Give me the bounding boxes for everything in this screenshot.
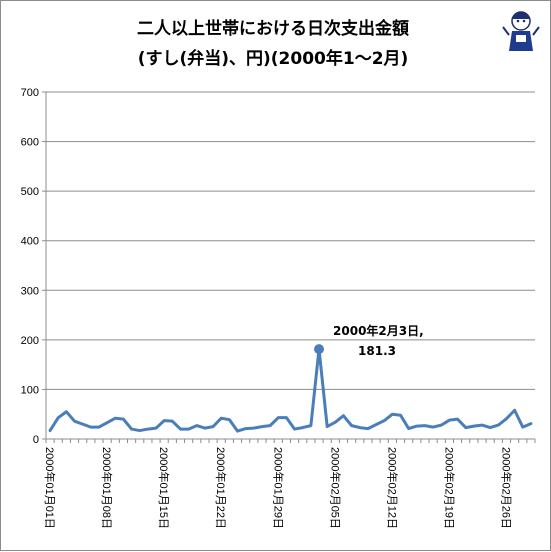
- annotation-date: 2000年2月3日,: [333, 323, 424, 338]
- chart-title-line-2: (すし(弁当)、円)(2000年1〜2月): [138, 48, 409, 69]
- gridlines: [46, 91, 535, 390]
- y-tick-label-0: 0: [33, 434, 39, 446]
- y-tick-label-200: 200: [21, 335, 39, 347]
- x-axis: 2000年01月01日 2000年01月08日 2000年01月15日 2000年01…: [43, 438, 536, 529]
- peak-point: [314, 344, 325, 355]
- annotation-value: 181.3: [358, 344, 396, 358]
- x-tick-label: 2000年02月26日: [499, 447, 513, 529]
- y-tick-label-100: 100: [21, 384, 39, 396]
- y-tick-label-600: 600: [21, 137, 39, 149]
- y-tick-label-400: 400: [21, 236, 39, 248]
- mascot-logo: [502, 11, 540, 51]
- y-tick-label-700: 700: [21, 87, 39, 99]
- x-tick-label: 2000年01月08日: [100, 447, 114, 529]
- x-tick-label: 2000年02月05日: [328, 447, 342, 529]
- series-layer: [48, 347, 533, 433]
- x-tick-label: 2000年01月15日: [157, 447, 171, 529]
- y-tick-label-300: 300: [21, 285, 39, 297]
- x-tick-label: 2000年02月19日: [442, 447, 456, 529]
- x-tick-label: 2000年01月01日: [43, 447, 57, 529]
- y-axis: 0 100 200 300 400 500 600 700: [21, 87, 47, 446]
- peak-annotation: 2000年2月3日, 181.3: [314, 323, 424, 358]
- y-tick-label-500: 500: [21, 186, 39, 198]
- x-tick-label: 2000年01月22日: [214, 447, 228, 529]
- series-line: [48, 347, 533, 433]
- x-tick-label: 2000年01月29日: [271, 447, 285, 529]
- chart-title-line-1: 二人以上世帯における日次支出金額: [137, 18, 409, 39]
- x-tick-label: 2000年02月12日: [385, 447, 399, 529]
